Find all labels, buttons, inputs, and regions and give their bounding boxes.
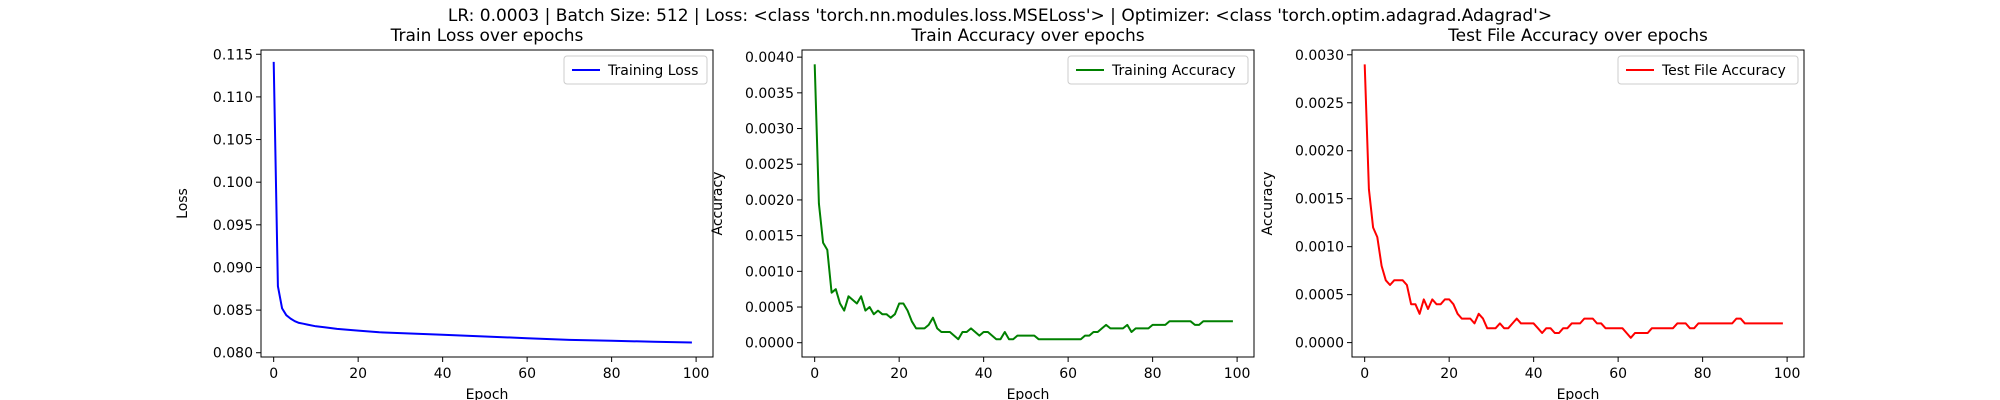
y-tick-label: 0.100 [213,175,253,191]
legend: Test File Accuracy [1617,55,1799,85]
legend-box [1067,55,1249,85]
legend-label: Training Loss [607,63,698,79]
y-tick-label: 0.115 [213,47,253,63]
x-tick-label: 80 [1694,366,1712,382]
series-line [813,64,1233,341]
y-tick-label: 0.0025 [745,157,794,173]
x-tick-label: 0 [269,366,278,382]
y-tick-label: 0.0040 [745,50,794,66]
x-tick-label: 60 [518,366,536,382]
chart-title: Train Accuracy over epochs [910,26,1144,46]
y-tick-label: 0.0010 [1295,240,1344,256]
y-tick-label: 0.0035 [745,86,794,102]
legend: Training Accuracy [1067,55,1249,85]
figure-suptitle: LR: 0.0003 | Batch Size: 512 | Loss: <cl… [447,6,1553,26]
y-tick-label: 0.0030 [745,122,794,138]
x-tick-label: 100 [1774,366,1801,382]
x-tick-label: 0 [810,366,819,382]
y-tick-label: 0.0000 [1295,336,1344,352]
y-tick-label: 0.0015 [1295,192,1344,208]
x-axis-label: Epoch [466,387,509,400]
y-tick-label: 0.0025 [1295,96,1344,112]
x-tick-label: 80 [1144,366,1162,382]
y-tick-label: 0.0020 [745,193,794,209]
y-tick-label: 0.0000 [745,336,794,352]
x-tick-label: 20 [349,366,367,382]
axes-frame [260,49,714,358]
x-tick-label: 60 [1059,366,1077,382]
x-tick-label: 20 [1440,366,1458,382]
axes-frame [1351,49,1805,358]
y-tick-label: 0.0020 [1295,144,1344,160]
y-axis-label: Accuracy [1260,172,1276,236]
y-tick-label: 0.080 [213,346,253,362]
x-tick-label: 80 [603,366,621,382]
y-tick-label: 0.095 [213,218,253,234]
x-tick-label: 100 [1224,366,1251,382]
y-tick-label: 0.085 [213,303,253,319]
x-tick-label: 40 [434,366,452,382]
x-tick-label: 60 [1609,366,1627,382]
y-tick-label: 0.0010 [745,264,794,280]
legend-label: Test File Accuracy [1661,63,1786,79]
x-tick-label: 20 [890,366,908,382]
y-tick-label: 0.110 [213,90,253,106]
y-tick-label: 0.0030 [1295,48,1344,64]
y-axis-label: Loss [175,188,191,219]
chart-title: Test File Accuracy over epochs [1447,26,1708,46]
y-tick-label: 0.0015 [745,229,794,245]
x-tick-label: 40 [975,366,993,382]
chart-panel-1: Train Loss over epochs 0 20 40 60 80 100 0.080 0… [175,26,714,400]
legend-label: Training Accuracy [1111,63,1236,79]
y-tick-label: 0.105 [213,133,253,149]
y-tick-label: 0.0005 [745,300,794,316]
chart-title: Train Loss over epochs [390,26,584,46]
legend-box [563,55,708,85]
y-axis-label: Accuracy [710,172,726,236]
x-tick-label: 40 [1525,366,1543,382]
series-line [272,61,692,344]
chart-panel-3: Test File Accuracy over epochs 0 20 40 60 80 1… [1260,26,1805,400]
series-line [1363,64,1783,339]
x-axis-label: Epoch [1557,387,1600,400]
chart-panel-2: Train Accuracy over epochs 0 20 40 60 80 100 0.… [710,26,1255,400]
y-tick-label: 0.0005 [1295,288,1344,304]
y-tick-label: 0.090 [213,260,253,276]
x-axis-label: Epoch [1007,387,1050,400]
x-tick-label: 100 [683,366,710,382]
x-tick-label: 0 [1360,366,1369,382]
legend-box [1617,55,1799,85]
legend: Training Loss [563,55,708,85]
axes-frame [801,49,1255,358]
